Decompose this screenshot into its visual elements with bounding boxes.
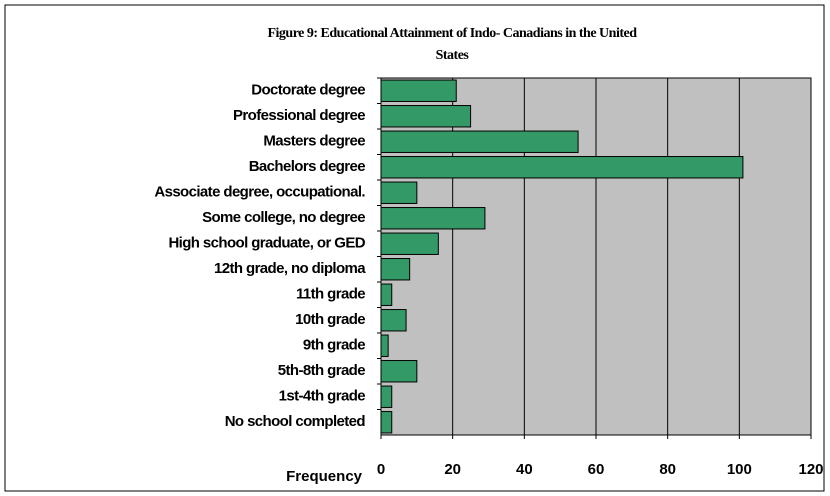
y-tick-label: Some college, no degree	[202, 209, 365, 226]
y-tick-label: 9th grade	[303, 337, 365, 354]
y-tick-label: Professional degree	[233, 107, 365, 124]
chart-title: Figure 9: Educational Attainment of Indo…	[267, 26, 637, 41]
x-tick-label: 0	[377, 461, 385, 478]
bar	[380, 232, 439, 255]
bar	[380, 130, 579, 153]
bar	[380, 207, 486, 230]
bar	[380, 360, 418, 383]
y-tick-label: Masters degree	[263, 133, 365, 150]
y-tick-label: 11th grade	[296, 286, 365, 303]
x-tick-label: 20	[444, 461, 461, 478]
chart-title: States	[436, 48, 470, 63]
y-tick-label: 10th grade	[295, 311, 365, 328]
x-tick-label: 100	[727, 461, 752, 478]
x-tick-label: 40	[516, 461, 533, 478]
x-tick-label: 60	[588, 461, 605, 478]
bar	[380, 105, 472, 128]
y-tick-label: No school completed	[225, 413, 366, 430]
x-axis-label: Frequency	[286, 468, 363, 485]
y-tick-label: 12th grade, no diploma	[214, 260, 366, 277]
bar	[380, 181, 418, 204]
y-tick-label: 1st-4th grade	[279, 388, 366, 405]
y-tick-label: Doctorate degree	[251, 82, 365, 99]
y-tick-label: Bachelors degree	[249, 158, 366, 175]
bar	[380, 334, 389, 357]
bar	[380, 385, 393, 408]
bar	[380, 411, 393, 434]
x-tick-label: 80	[659, 461, 676, 478]
bar	[380, 156, 744, 179]
bar	[380, 258, 411, 281]
bar	[380, 309, 407, 332]
y-tick-label: Associate degree, occupational.	[154, 184, 365, 201]
y-tick-label: 5th-8th grade	[278, 362, 365, 379]
y-tick-label: High school graduate, or GED	[168, 235, 365, 252]
x-tick-label: 120	[798, 461, 823, 478]
bar	[380, 283, 393, 306]
bar	[380, 79, 457, 102]
